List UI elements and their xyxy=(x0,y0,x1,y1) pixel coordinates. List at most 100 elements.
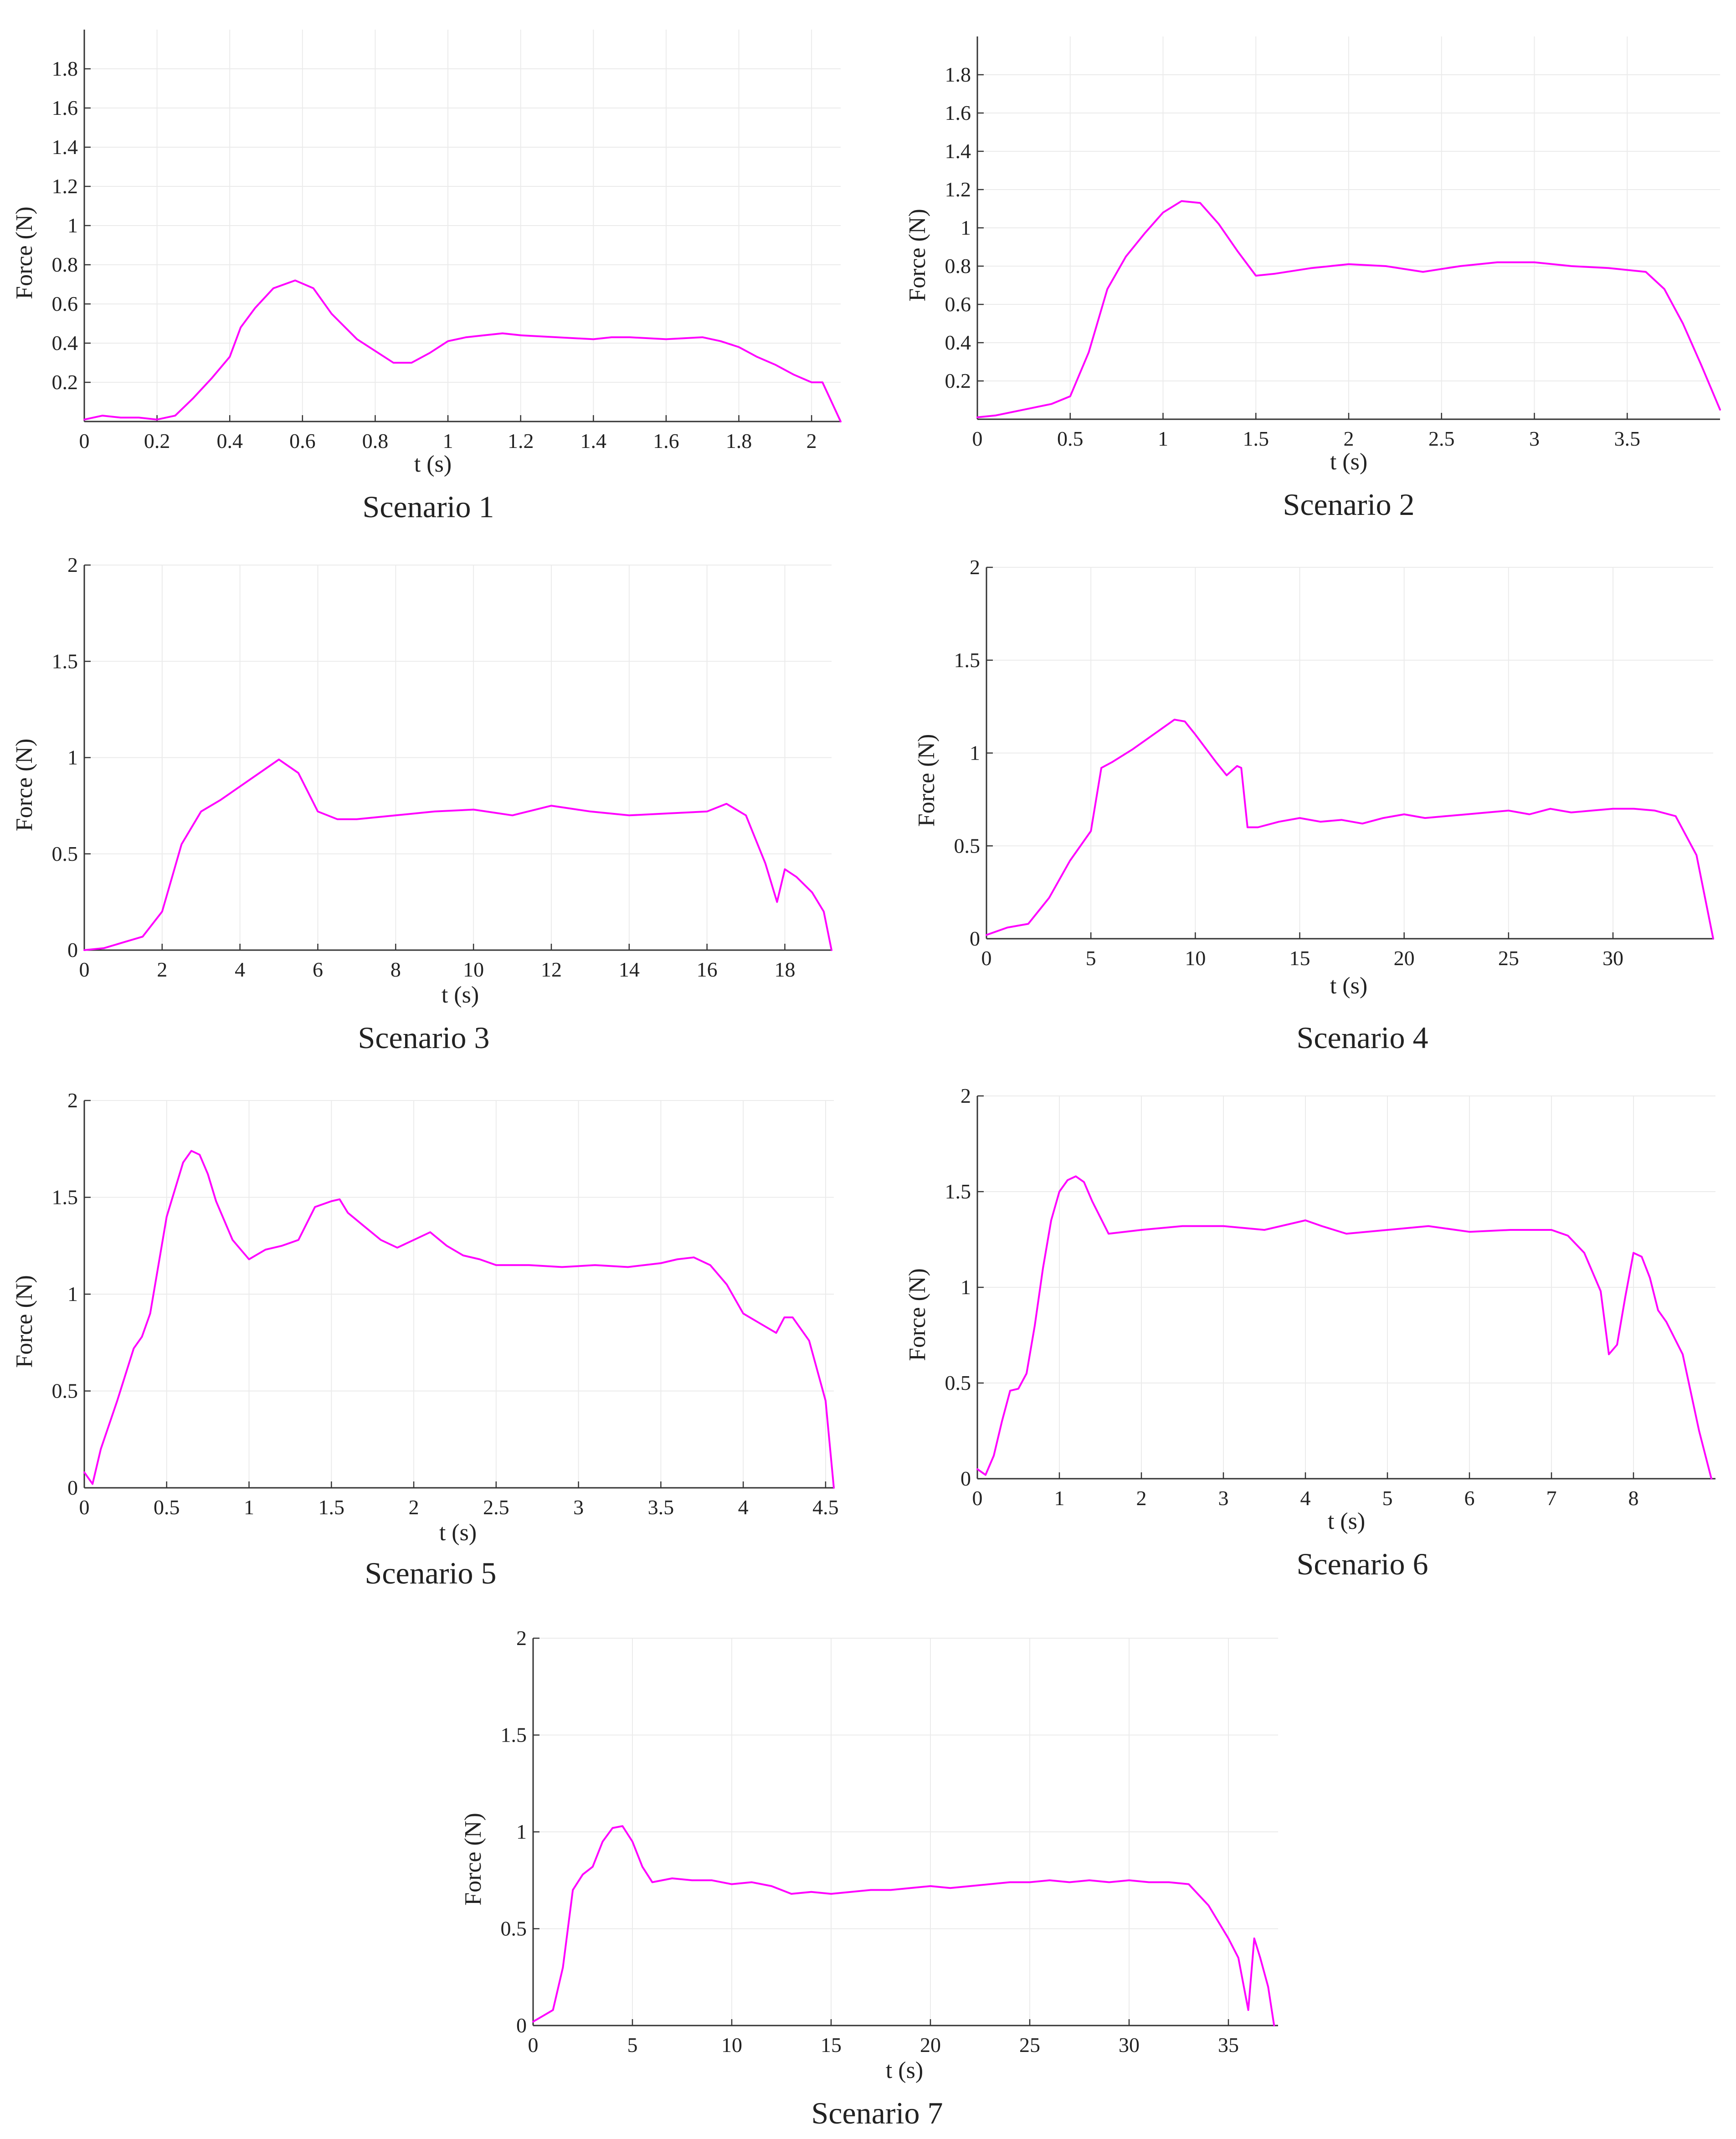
y-axis-label: Force (N) xyxy=(11,739,37,832)
y-tick-label: 0 xyxy=(67,1476,78,1499)
y-tick-label: 0 xyxy=(516,2014,527,2037)
series-line-1 xyxy=(83,279,842,422)
x-tick-label: 10 xyxy=(463,958,484,981)
x-tick-label: 25 xyxy=(1498,946,1519,970)
y-tick-label: 0.6 xyxy=(52,292,78,315)
x-tick-label: 30 xyxy=(1119,2033,1140,2057)
x-tick-label: 12 xyxy=(541,958,562,981)
x-tick-label: 16 xyxy=(697,958,718,981)
y-tick-label: 0.8 xyxy=(52,253,78,276)
x-axis-label: t (s) xyxy=(1330,973,1367,999)
x-tick-label: 1 xyxy=(244,1496,254,1519)
y-tick-label: 1.5 xyxy=(52,1186,78,1209)
series-line-1 xyxy=(532,1825,1275,2026)
x-tick-label: 5 xyxy=(1086,946,1096,970)
x-tick-label: 0.2 xyxy=(144,429,170,452)
y-tick-label: 1 xyxy=(960,1275,971,1299)
x-tick-label: 0 xyxy=(79,958,90,981)
y-tick-label: 1.4 xyxy=(52,135,78,159)
x-tick-label: 0 xyxy=(972,427,983,450)
y-tick-label: 1.8 xyxy=(52,57,78,80)
x-tick-label: 3 xyxy=(1218,1486,1229,1510)
x-tick-label: 4 xyxy=(738,1496,749,1519)
y-tick-label: 0.5 xyxy=(501,1917,527,1940)
y-axis-label: Force (N) xyxy=(914,734,940,827)
y-tick-label: 1 xyxy=(67,214,78,237)
y-tick-label: 0.4 xyxy=(945,331,971,354)
x-tick-label: 0.5 xyxy=(1057,427,1084,450)
y-tick-label: 1.5 xyxy=(945,1180,971,1203)
chart-panel-5: 0 0.5 1 1.5 2 2.5 3 3.5 4 4.5 0 0.5 1 1.5 2 t (s) Force … xyxy=(11,1089,839,1590)
x-tick-label: 0.5 xyxy=(154,1496,180,1519)
x-tick-label: 2.5 xyxy=(1428,427,1455,450)
y-tick-label: 1.6 xyxy=(52,96,78,119)
series-line-1 xyxy=(976,1175,1712,1480)
x-tick-label: 15 xyxy=(821,2033,842,2057)
x-tick-label: 4.5 xyxy=(812,1496,839,1519)
y-tick-label: 0.8 xyxy=(945,254,971,278)
panel-caption: Scenario 2 xyxy=(1283,487,1415,522)
x-tick-label: 0 xyxy=(981,946,992,970)
y-tick-label: 1 xyxy=(67,746,78,769)
chart-panel-6: 0 1 2 3 4 5 6 7 8 0 0.5 1 1.5 2 t (s) Force (N) Scenario… xyxy=(904,1084,1715,1581)
x-tick-label: 14 xyxy=(619,958,640,981)
x-tick-label: 3 xyxy=(573,1496,584,1519)
y-tick-label: 1.2 xyxy=(52,175,78,198)
y-tick-label: 2 xyxy=(67,553,78,576)
x-tick-label: 3.5 xyxy=(648,1496,674,1519)
x-tick-label: 0.8 xyxy=(362,429,389,452)
y-tick-label: 1 xyxy=(67,1282,78,1306)
x-tick-label: 8 xyxy=(1628,1486,1639,1510)
x-tick-label: 7 xyxy=(1546,1486,1557,1510)
x-tick-label: 2 xyxy=(1136,1486,1147,1510)
x-tick-label: 30 xyxy=(1602,946,1623,970)
series-line-1 xyxy=(986,719,1714,940)
panel-caption: Scenario 1 xyxy=(363,489,494,524)
x-tick-label: 1.5 xyxy=(1243,427,1269,450)
x-tick-label: 10 xyxy=(1185,946,1206,970)
x-tick-label: 6 xyxy=(313,958,323,981)
x-axis-label: t (s) xyxy=(439,1520,477,1546)
x-tick-label: 1.6 xyxy=(653,429,679,452)
y-tick-label: 1.6 xyxy=(945,101,971,124)
x-tick-label: 2 xyxy=(409,1496,419,1519)
y-axis-label: Force (N) xyxy=(904,1268,930,1361)
x-tick-label: 1 xyxy=(1158,427,1168,450)
y-tick-label: 1 xyxy=(960,216,971,239)
y-tick-label: 1.4 xyxy=(945,139,971,163)
y-tick-label: 0.5 xyxy=(954,834,981,857)
y-tick-label: 2 xyxy=(970,555,980,579)
y-tick-label: 0.5 xyxy=(945,1371,971,1394)
x-tick-label: 25 xyxy=(1019,2033,1040,2057)
y-tick-label: 0.2 xyxy=(945,369,971,392)
y-axis-label: Force (N) xyxy=(460,1813,486,1906)
y-tick-label: 1 xyxy=(970,741,980,765)
panel-caption: Scenario 7 xyxy=(812,2096,943,2130)
x-tick-label: 2 xyxy=(806,429,817,452)
x-tick-label: 1.8 xyxy=(726,429,752,452)
y-tick-label: 0.5 xyxy=(52,842,78,865)
y-tick-label: 1 xyxy=(516,1820,527,1843)
x-tick-label: 6 xyxy=(1464,1486,1475,1510)
x-tick-label: 1 xyxy=(1054,1486,1065,1510)
x-tick-label: 5 xyxy=(1382,1486,1393,1510)
y-axis-label: Force (N) xyxy=(11,1275,37,1368)
x-tick-label: 0 xyxy=(972,1486,983,1510)
y-tick-label: 0 xyxy=(67,938,78,962)
y-axis-label: Force (N) xyxy=(904,209,930,302)
x-tick-label: 1 xyxy=(443,429,453,452)
panel-caption: Scenario 3 xyxy=(358,1020,490,1055)
x-axis-label: t (s) xyxy=(442,982,479,1008)
x-tick-label: 2 xyxy=(1344,427,1354,450)
panel-caption: Scenario 4 xyxy=(1297,1020,1428,1055)
y-tick-label: 0.6 xyxy=(945,293,971,316)
x-tick-label: 20 xyxy=(920,2033,941,2057)
y-tick-label: 1.5 xyxy=(52,649,78,673)
x-tick-label: 4 xyxy=(235,958,245,981)
x-tick-label: 4 xyxy=(1300,1486,1311,1510)
panel-caption: Scenario 6 xyxy=(1297,1547,1428,1581)
x-tick-label: 10 xyxy=(721,2033,742,2057)
x-tick-label: 35 xyxy=(1218,2033,1239,2057)
x-axis-label: t (s) xyxy=(414,451,452,477)
y-tick-label: 1.5 xyxy=(501,1723,527,1747)
